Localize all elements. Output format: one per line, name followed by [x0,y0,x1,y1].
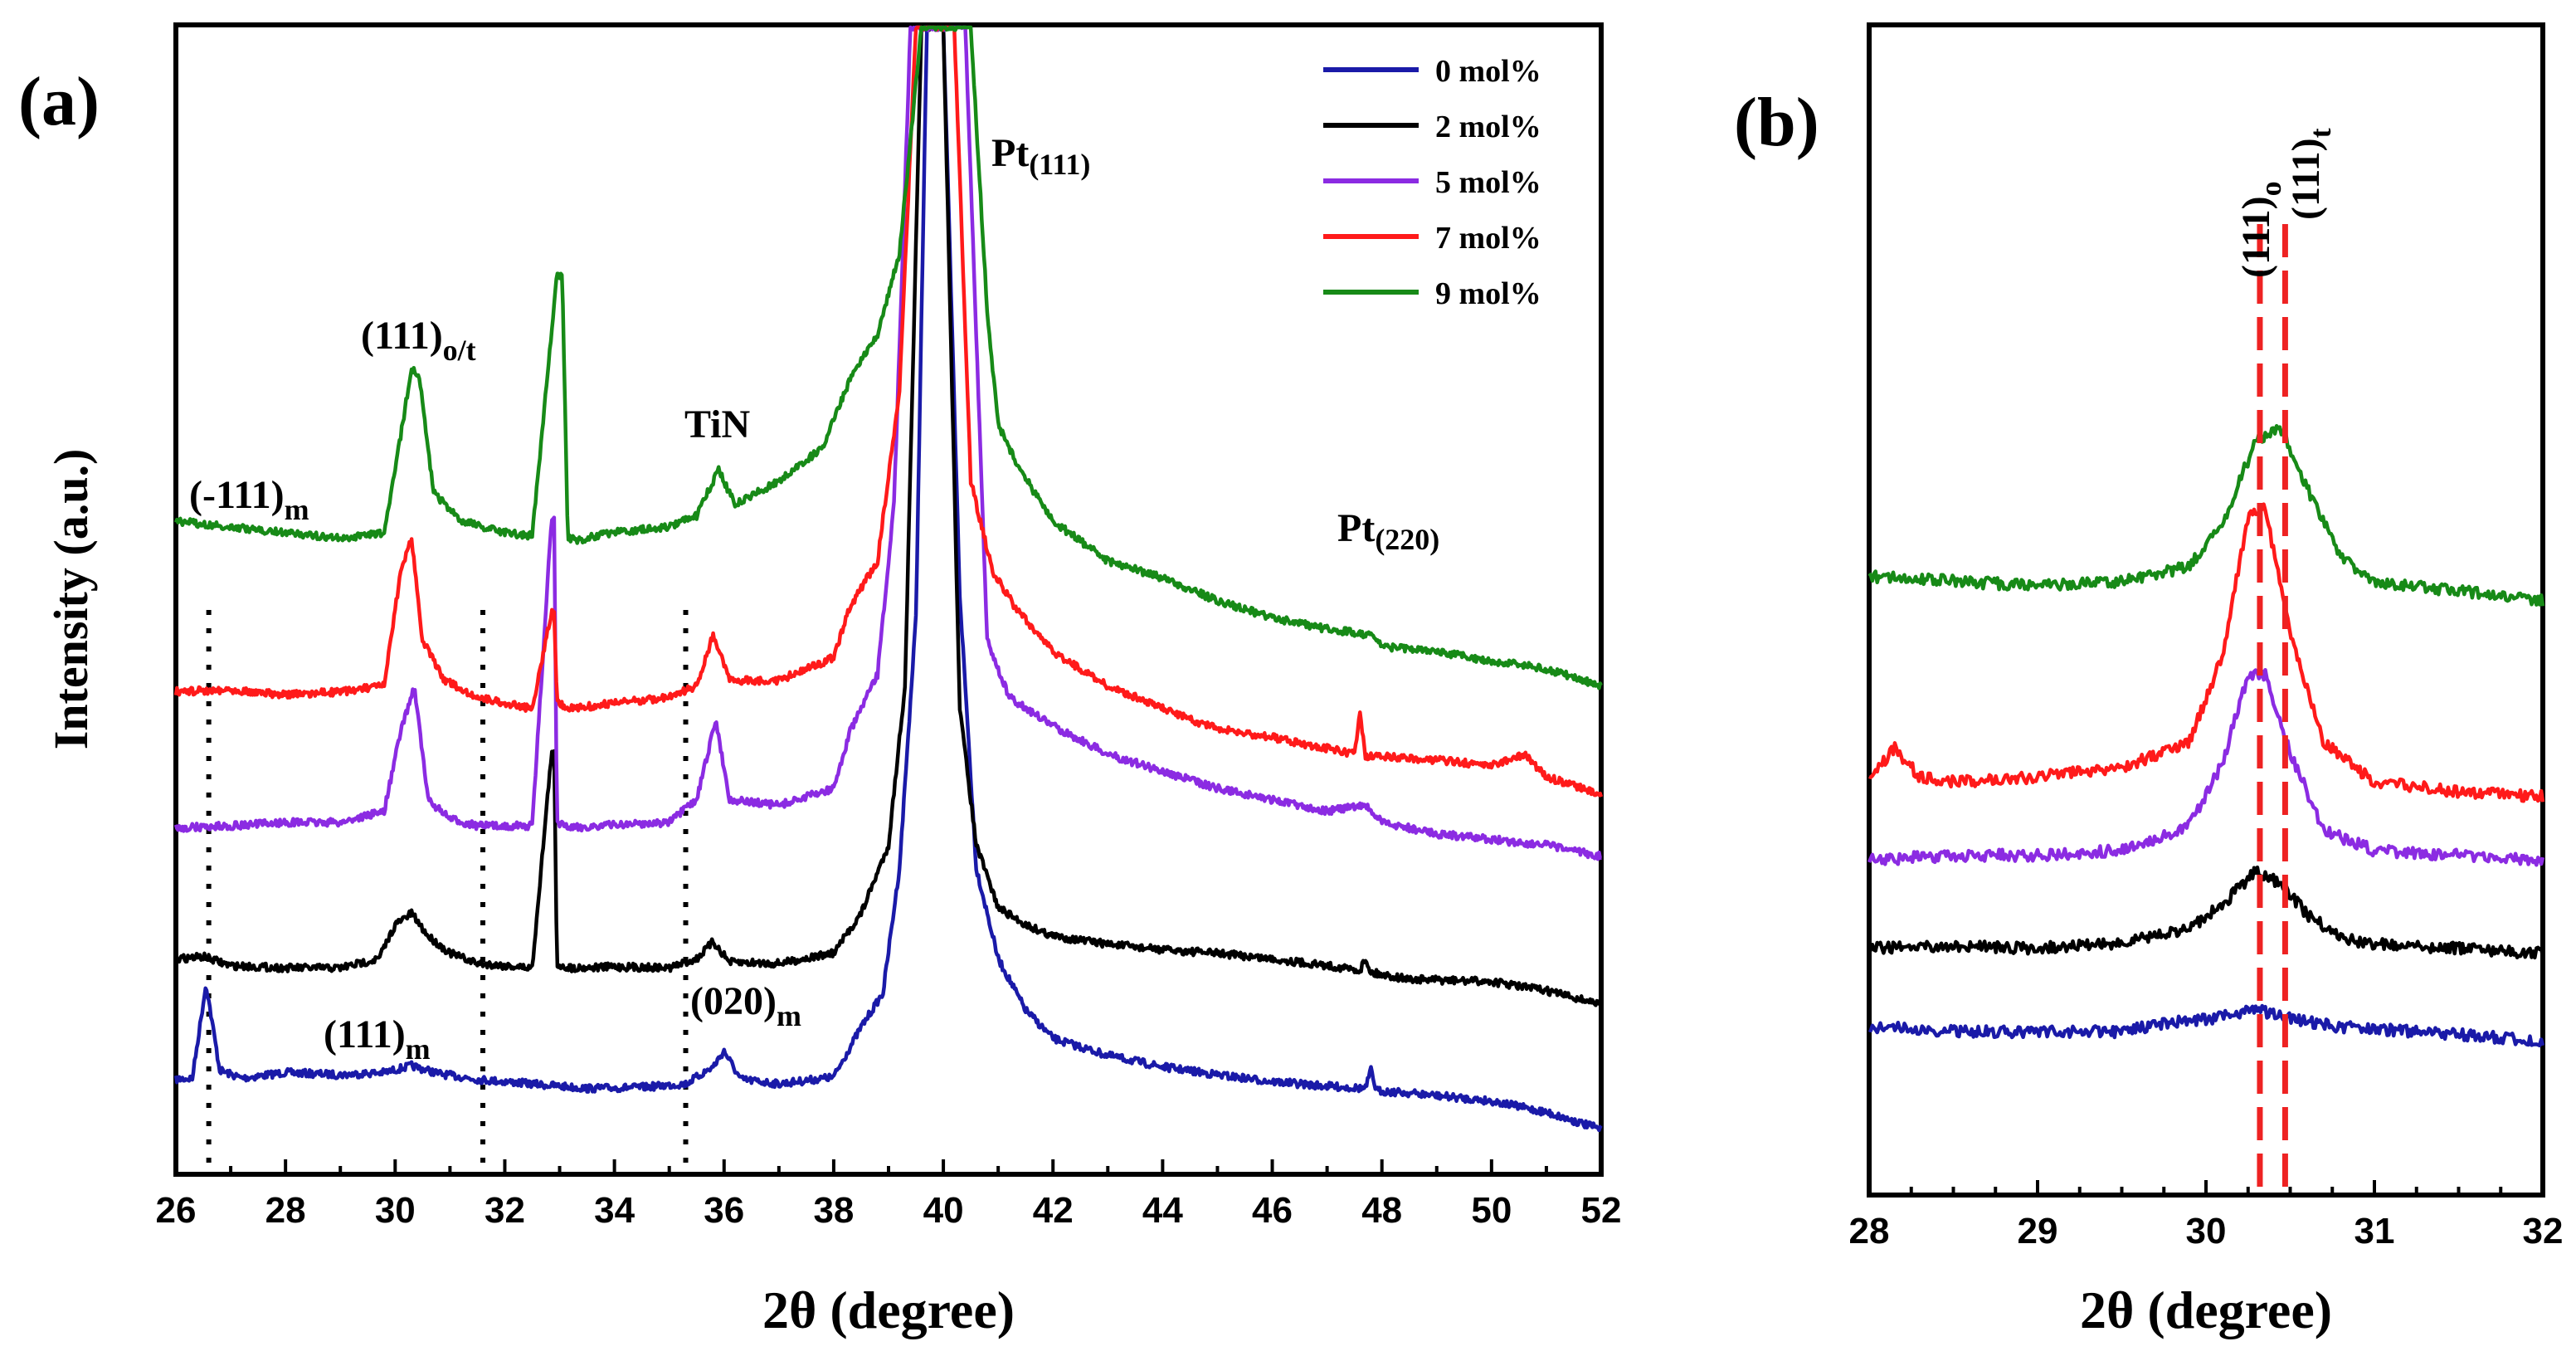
series-line-5mol [173,25,1602,861]
peak-label-tin: TiN [684,402,750,446]
peak-label-m-111-bar: (-111)m [189,473,309,526]
x-tick-label: 31 [2354,1211,2395,1251]
panel-a-y-axis-title: Intensity (a.u.) [44,449,98,750]
x-tick-label: 29 [2018,1211,2058,1251]
series-line-0mol [173,25,1603,1133]
x-tick-label: 30 [2186,1211,2227,1251]
legend-label-1: 2 mol% [1435,110,1541,144]
x-tick-label: 48 [1361,1190,1402,1231]
x-tick-label: 28 [1849,1211,1890,1251]
peak-label-m-020: (020)m [690,979,801,1032]
x-tick-label: 46 [1252,1190,1293,1231]
panel-a-legend: 0 mol% 2 mol% 5 mol% 7 mol% 9 mol% [1323,54,1541,311]
x-tick-label: 26 [156,1190,197,1231]
series-line-9mol [173,25,1603,690]
peak-label-m-111: (111)m [324,1012,431,1066]
x-tick-label: 40 [923,1190,964,1231]
x-tick-label: 28 [265,1190,306,1231]
peak-label-pt-220: Pt(220) [1337,506,1439,556]
panel-b: (b) 2θ (degree) 28 29 30 31 32 (111)o (111)t [1734,22,2564,1339]
legend-label-0: 0 mol% [1435,54,1541,89]
panel-a-frame [173,22,1604,1177]
peak-label-111-t: (111)t [2284,128,2337,220]
legend-label-3: 7 mol% [1435,221,1541,256]
x-tick-label: 38 [813,1190,854,1231]
panel-a-reference-lines [206,610,689,1173]
panel-a-label: (a) [18,63,100,140]
x-tick-label: 36 [704,1190,744,1231]
x-tick-label: 32 [2523,1211,2564,1251]
panel-a-x-axis-title: 2θ (degree) [762,1281,1015,1339]
x-tick-label: 34 [594,1190,635,1231]
panel-b-x-ticks: 28 29 30 31 32 [1849,1180,2564,1251]
panel-a-series [173,25,1604,1133]
x-tick-label: 44 [1142,1190,1183,1231]
panel-b-label: (b) [1734,84,1819,161]
peak-label-pt-111: Pt(111) [991,131,1090,181]
panel-b-series [1867,423,2545,1048]
series-line-7mol [1868,502,2545,803]
x-tick-label: 30 [375,1190,416,1231]
panel-a: (a) Intensity (a.u.) 2θ (degree) 26 28 30 3… [18,22,1622,1339]
series-line-5mol [1867,667,2545,867]
peak-label-111-o: (111)o [2234,181,2287,278]
legend-label-4: 9 mol% [1435,276,1541,311]
series-line-0mol [1867,1003,2545,1048]
panel-b-reference-lines [2257,224,2288,1193]
series-line-7mol [173,25,1604,798]
x-tick-label: 50 [1471,1190,1512,1231]
panel-a-x-ticks: 26 28 30 32 34 36 38 40 42 44 46 48 50 52 [156,1159,1622,1231]
x-tick-label: 42 [1033,1190,1074,1231]
x-tick-label: 32 [485,1190,525,1231]
legend-label-2: 5 mol% [1435,165,1541,200]
series-line-2mol [174,25,1602,1007]
panel-b-x-axis-title: 2θ (degree) [2080,1281,2332,1339]
peak-label-ot-111: (111)o/t [361,314,476,367]
series-line-9mol [1867,423,2545,607]
x-tick-label: 52 [1581,1190,1622,1231]
series-line-2mol [1867,865,2545,960]
